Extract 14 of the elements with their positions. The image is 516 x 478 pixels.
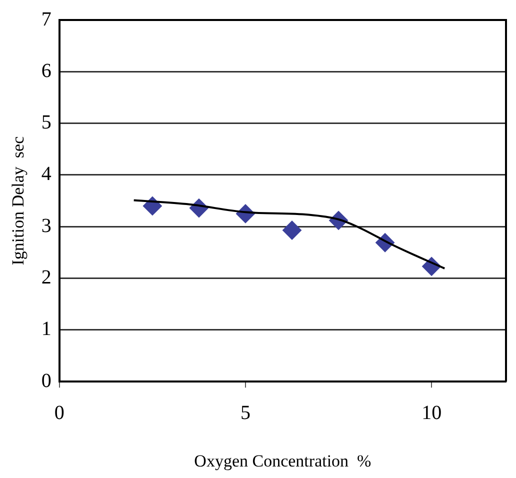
x-axis-title: Oxygen Concentration % bbox=[194, 451, 372, 470]
y-tick-label: 7 bbox=[41, 8, 52, 30]
line-series bbox=[132, 199, 446, 270]
x-tick-label: 10 bbox=[422, 402, 442, 424]
y-tick-label: 0 bbox=[41, 370, 52, 392]
point bbox=[282, 220, 302, 240]
y-tick-label: 5 bbox=[41, 112, 52, 134]
y-tick-label: 4 bbox=[41, 163, 52, 186]
x-tick-label: 5 bbox=[240, 402, 250, 424]
y-tick-label: 3 bbox=[41, 214, 52, 237]
y-tick-label: 1 bbox=[41, 318, 52, 340]
y-tick-label: 2 bbox=[41, 266, 52, 289]
y-axis-title: Ignition Delay sec bbox=[8, 136, 28, 266]
y-tick-label: 6 bbox=[41, 60, 52, 82]
